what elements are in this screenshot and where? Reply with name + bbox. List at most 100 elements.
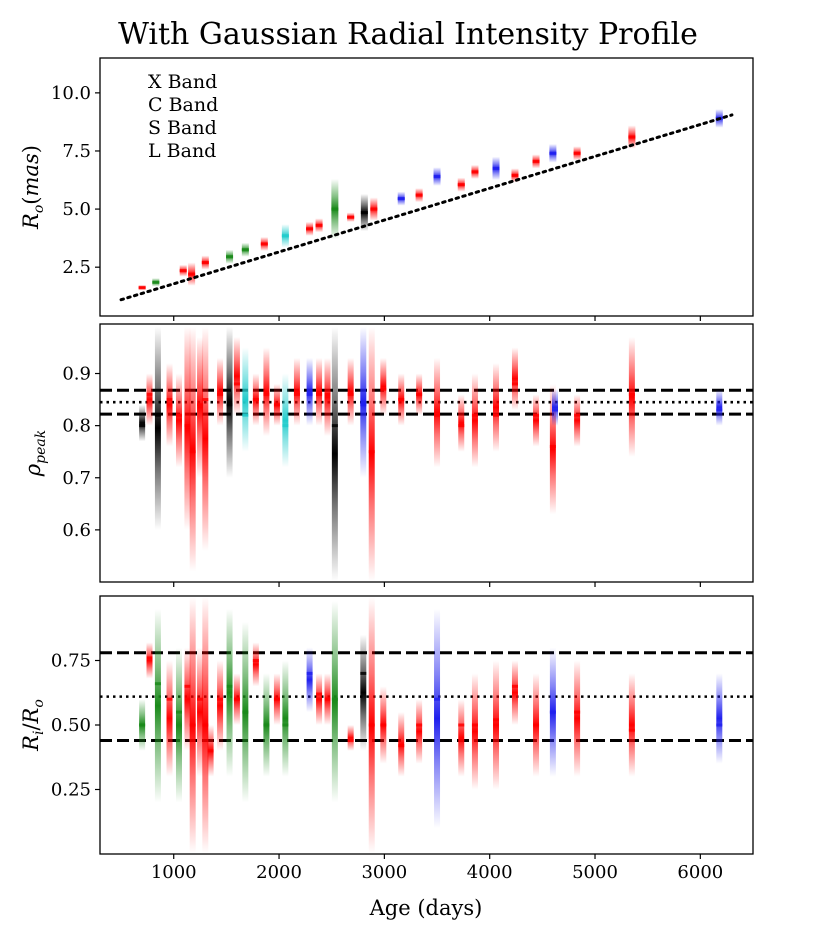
epoch-peak — [360, 403, 367, 407]
peak-marks — [100, 326, 753, 581]
epoch-peak — [217, 392, 224, 396]
epoch-mark — [458, 394, 465, 452]
epoch-peak — [166, 398, 173, 402]
epoch-peak — [233, 382, 240, 386]
epoch-mark — [166, 660, 173, 777]
epoch-peak — [189, 723, 196, 727]
outer-radius-panel: 2.5 5.0 7.5 10.0 Ro(mas) X Band C Band S Ba… — [19, 57, 754, 321]
epoch-mark — [551, 389, 558, 426]
epoch-peak — [146, 392, 153, 396]
epoch-mark — [574, 660, 581, 777]
epoch-peak — [324, 697, 331, 701]
epoch-peak — [434, 697, 441, 701]
epoch-peak — [139, 723, 146, 727]
epoch-mark — [154, 326, 161, 530]
epoch-peak — [226, 403, 233, 407]
epoch-peak — [716, 723, 723, 727]
epoch-peak — [324, 392, 331, 396]
epoch-peak — [458, 723, 465, 727]
y-tick-label: 10.0 — [51, 83, 91, 104]
epoch-mark — [197, 337, 204, 478]
epoch-peak — [573, 151, 581, 155]
epoch-peak — [628, 392, 635, 396]
epoch-mark — [184, 647, 191, 751]
epoch-peak — [347, 392, 354, 396]
epoch-peak — [416, 723, 423, 727]
epoch-mark — [166, 363, 173, 447]
epoch-peak — [628, 135, 636, 139]
y-tick-label: 0.50 — [51, 715, 91, 736]
epoch-peak — [273, 403, 280, 407]
epoch-peak — [370, 207, 378, 211]
epoch-peak — [152, 280, 160, 284]
epoch-peak — [233, 697, 240, 701]
epoch-peak — [716, 408, 723, 412]
epoch-mark — [282, 373, 289, 468]
epoch-mark — [306, 357, 313, 426]
epoch-mark — [628, 673, 635, 777]
inner-ratio-ylabel: Ri/Ro — [19, 699, 47, 752]
epoch-mark — [360, 326, 367, 478]
epoch-mark — [511, 347, 518, 410]
epoch-peak — [175, 413, 182, 417]
epoch-mark — [628, 337, 635, 457]
y-tick-label: 0.8 — [62, 416, 91, 437]
epoch-mark — [175, 373, 182, 468]
epoch-mark — [242, 347, 249, 452]
epoch-peak — [138, 286, 146, 290]
epoch-mark — [282, 660, 289, 777]
y-tick-label: 0.9 — [62, 364, 91, 385]
legend-s-band: S Band — [148, 117, 217, 139]
y-tick-label: 5.0 — [62, 199, 91, 220]
epoch-peak — [511, 684, 518, 688]
epoch-mark — [252, 642, 259, 687]
epoch-peak — [315, 223, 323, 227]
peak-panel: 0.6 0.7 0.8 0.9 ρpeak — [21, 323, 754, 587]
epoch-peak — [263, 392, 270, 396]
svg-text:ρpeak: ρpeak — [21, 430, 49, 477]
y-tick-label: 2.5 — [62, 257, 91, 278]
y-tick-label: 0.25 — [51, 780, 91, 801]
epoch-peak — [574, 710, 581, 714]
epoch-peak — [202, 723, 209, 727]
epoch-mark — [493, 363, 500, 452]
epoch-peak — [493, 718, 500, 722]
y-tick-label: 0.75 — [51, 651, 91, 672]
epoch-mark — [197, 647, 204, 777]
legend-x-band: X Band — [148, 71, 217, 93]
epoch-peak — [574, 413, 581, 417]
epoch-peak — [175, 710, 182, 714]
epoch-mark — [511, 660, 518, 725]
epoch-peak — [533, 723, 540, 727]
epoch-mark — [146, 373, 153, 426]
x-tick-label: 3000 — [361, 862, 407, 883]
epoch-peak — [306, 671, 313, 675]
epoch-peak — [511, 173, 519, 177]
epoch-mark — [493, 660, 500, 790]
epoch-peak — [282, 723, 289, 727]
epoch-peak — [398, 744, 405, 748]
epoch-mark — [189, 326, 196, 572]
epoch-mark — [533, 394, 540, 447]
epoch-mark — [331, 601, 338, 803]
outer-radius-ylabel: Ro(mas) — [19, 145, 47, 230]
epoch-mark — [226, 608, 233, 777]
outer-radius-axes-frame — [99, 57, 754, 317]
y-tick-label: 7.5 — [62, 141, 91, 162]
y-tick-label: 0.6 — [62, 520, 91, 541]
outer-radius-marks — [119, 109, 734, 302]
epoch-peak — [154, 413, 161, 417]
inner-ratio-ticks: 0.25 0.50 0.75 1000 2000 3000 4000 5000 6000 — [51, 651, 723, 884]
epoch-peak — [260, 242, 268, 246]
epoch-mark — [306, 647, 313, 713]
epoch-mark — [347, 725, 354, 751]
epoch-mark — [316, 673, 323, 725]
peak-ticks: 0.6 0.7 0.8 0.9 — [62, 364, 701, 587]
epoch-mark — [471, 373, 478, 468]
epoch-peak — [197, 697, 204, 701]
epoch-peak — [139, 424, 146, 428]
epoch-peak — [628, 728, 635, 732]
epoch-peak — [549, 151, 557, 155]
epoch-mark — [233, 337, 240, 416]
epoch-peak — [551, 408, 558, 412]
